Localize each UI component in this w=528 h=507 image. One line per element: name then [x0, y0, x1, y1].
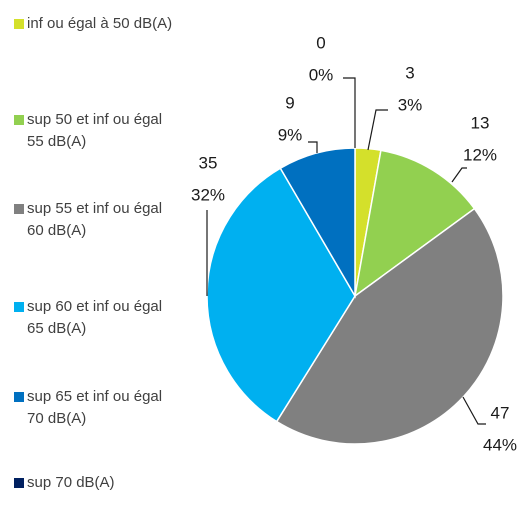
value-label: 9 — [285, 93, 294, 112]
percent-label: 44% — [483, 435, 517, 454]
percent-label: 32% — [191, 185, 225, 204]
value-label: 0 — [316, 33, 325, 52]
legend-swatch — [14, 115, 24, 125]
legend-label: sup 55 et inf ou égal 60 dB(A) — [27, 200, 163, 239]
value-label: 47 — [491, 403, 510, 422]
pie-slice — [353, 149, 476, 298]
legend-swatch — [14, 19, 24, 29]
legend-item: sup 60 et inf ou égal 65 dB(A) — [14, 296, 177, 340]
legend-item: sup 65 et inf ou égal 70 dB(A) — [14, 386, 177, 430]
legend-label: inf ou égal à 50 dB(A) — [27, 15, 173, 32]
legend-swatch — [14, 392, 24, 402]
leader-line — [451, 167, 467, 183]
legend-item: sup 55 et inf ou égal 60 dB(A) — [14, 198, 177, 242]
legend-item: sup 70 dB(A) — [14, 472, 177, 494]
value-label: 35 — [199, 153, 218, 172]
pie-slice — [275, 207, 504, 445]
pie-slice — [279, 147, 356, 299]
legend-label: sup 65 et inf ou égal 70 dB(A) — [27, 388, 163, 427]
legend-item: inf ou égal à 50 dB(A) — [14, 13, 177, 35]
leader-line — [367, 109, 388, 151]
leader-line — [343, 77, 356, 148]
leader-line — [308, 141, 318, 153]
legend-swatch — [14, 204, 24, 214]
value-label: 13 — [471, 113, 490, 132]
percent-label: 9% — [278, 125, 303, 144]
percent-label: 12% — [463, 145, 497, 164]
legend-label: sup 50 et inf ou égal 55 dB(A) — [27, 111, 163, 150]
leader-line — [462, 396, 486, 425]
legend-label: sup 60 et inf ou égal 65 dB(A) — [27, 298, 163, 337]
legend-swatch — [14, 478, 24, 488]
percent-label: 3% — [398, 95, 423, 114]
legend-item: sup 50 et inf ou égal 55 dB(A) — [14, 109, 177, 153]
percent-label: 0% — [309, 65, 334, 84]
legend-label: sup 70 dB(A) — [27, 474, 115, 491]
legend-swatch — [14, 302, 24, 312]
value-label: 3 — [405, 63, 414, 82]
